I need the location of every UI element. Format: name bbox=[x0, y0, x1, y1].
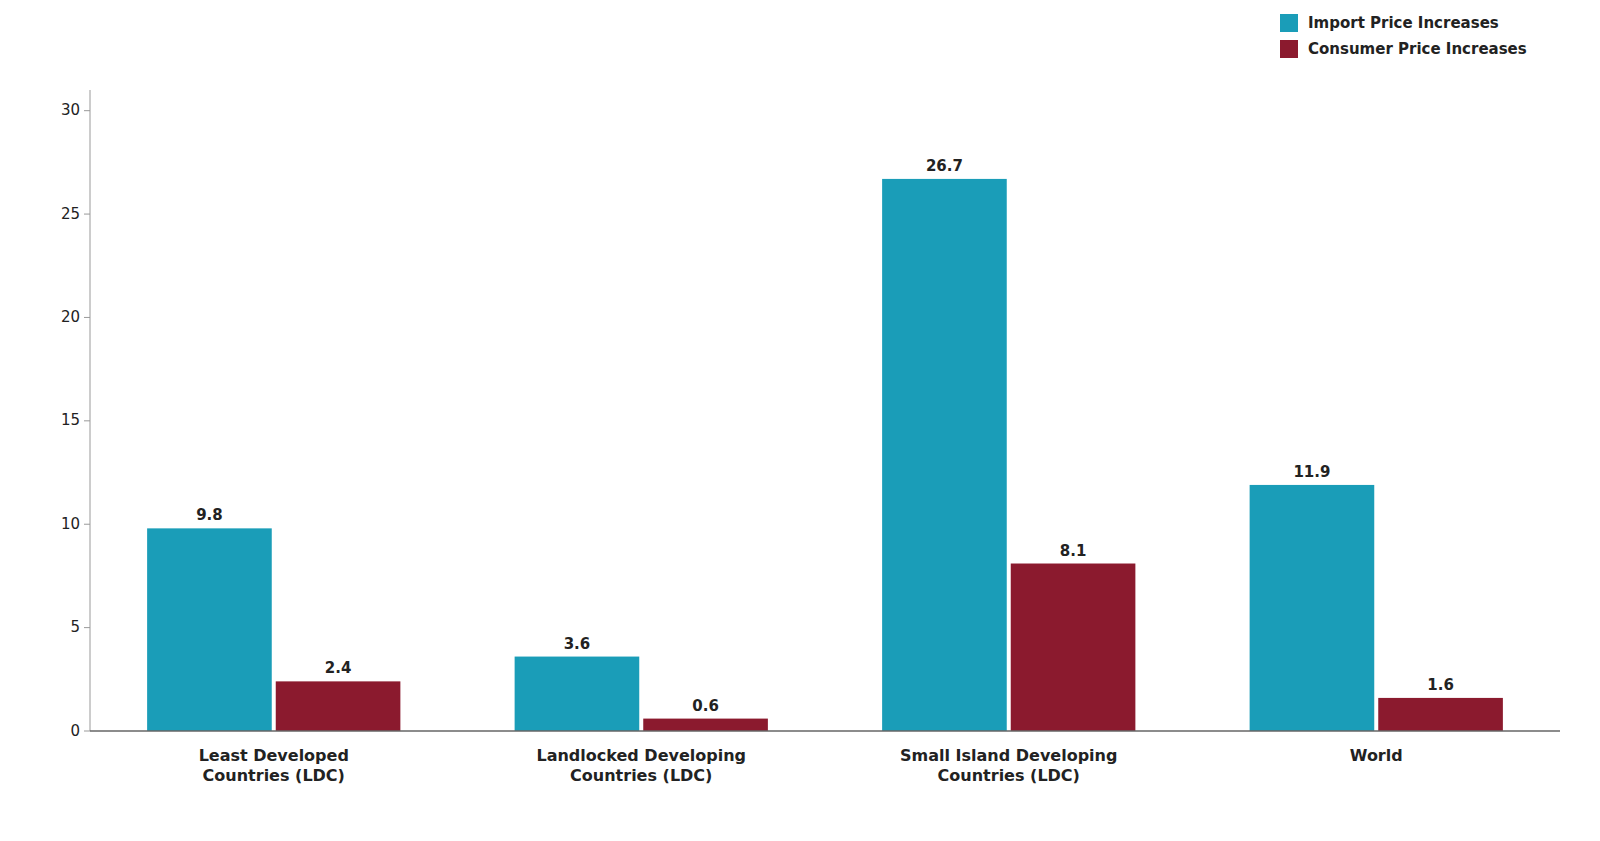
bar bbox=[276, 681, 401, 731]
y-tick bbox=[84, 110, 90, 111]
data-label: 3.6 bbox=[564, 635, 591, 653]
legend-label: Consumer Price Increases bbox=[1308, 40, 1527, 58]
legend-swatch bbox=[1280, 14, 1298, 32]
bar bbox=[1378, 698, 1503, 731]
data-label: 2.4 bbox=[325, 659, 352, 677]
y-tick bbox=[84, 731, 90, 732]
y-tick-label: 30 bbox=[61, 101, 80, 119]
bar bbox=[147, 528, 272, 731]
x-tick-label: Small Island DevelopingCountries (LDC) bbox=[900, 746, 1117, 785]
bars bbox=[147, 179, 1503, 731]
y-axis-line bbox=[90, 90, 91, 731]
y-tick bbox=[84, 627, 90, 628]
x-tick-label-line: Countries (LDC) bbox=[203, 766, 345, 785]
legend-swatch bbox=[1280, 40, 1298, 58]
y-tick-label: 5 bbox=[70, 618, 80, 636]
y-tick-label: 0 bbox=[70, 722, 80, 740]
data-label: 0.6 bbox=[692, 697, 719, 715]
chart: 0 5 10 15 20 25 30 9.8 3.6 26.7 11.9 2.4 0.6 8.1 1.6 Le… bbox=[0, 0, 1600, 841]
y-tick-label: 15 bbox=[61, 411, 80, 429]
bar bbox=[882, 179, 1007, 731]
x-tick-label-line: Least Developed bbox=[199, 746, 349, 765]
data-labels: 9.8 3.6 26.7 11.9 2.4 0.6 8.1 1.6 bbox=[196, 157, 1454, 715]
y-tick bbox=[84, 524, 90, 525]
x-tick-label-line: Landlocked Developing bbox=[536, 746, 746, 765]
x-tick-label-line: Countries (LDC) bbox=[938, 766, 1080, 785]
data-label: 8.1 bbox=[1060, 542, 1087, 560]
legend: Import Price Increases Consumer Price Inc… bbox=[1280, 14, 1527, 59]
x-tick-label: Landlocked DevelopingCountries (LDC) bbox=[536, 746, 746, 785]
x-tick-label: Least DevelopedCountries (LDC) bbox=[199, 746, 349, 785]
data-label: 26.7 bbox=[926, 157, 963, 175]
x-tick-label-line: World bbox=[1350, 746, 1403, 765]
bar bbox=[1250, 485, 1375, 731]
bar bbox=[1011, 564, 1136, 731]
x-tick-label: World bbox=[1350, 746, 1403, 765]
data-label: 1.6 bbox=[1427, 676, 1454, 694]
data-label: 9.8 bbox=[196, 506, 223, 524]
legend-label: Import Price Increases bbox=[1308, 14, 1499, 32]
y-tick-label: 25 bbox=[61, 205, 80, 223]
y-tick bbox=[84, 214, 90, 215]
x-tick-label-line: Countries (LDC) bbox=[570, 766, 712, 785]
y-tick-label: 10 bbox=[61, 515, 80, 533]
y-tick bbox=[84, 317, 90, 318]
y-tick bbox=[84, 420, 90, 421]
bar bbox=[643, 719, 768, 731]
y-tick-label: 20 bbox=[61, 308, 80, 326]
x-tick-label-line: Small Island Developing bbox=[900, 746, 1117, 765]
x-axis-line bbox=[90, 730, 1560, 732]
bar bbox=[515, 657, 640, 731]
data-label: 11.9 bbox=[1293, 463, 1330, 481]
